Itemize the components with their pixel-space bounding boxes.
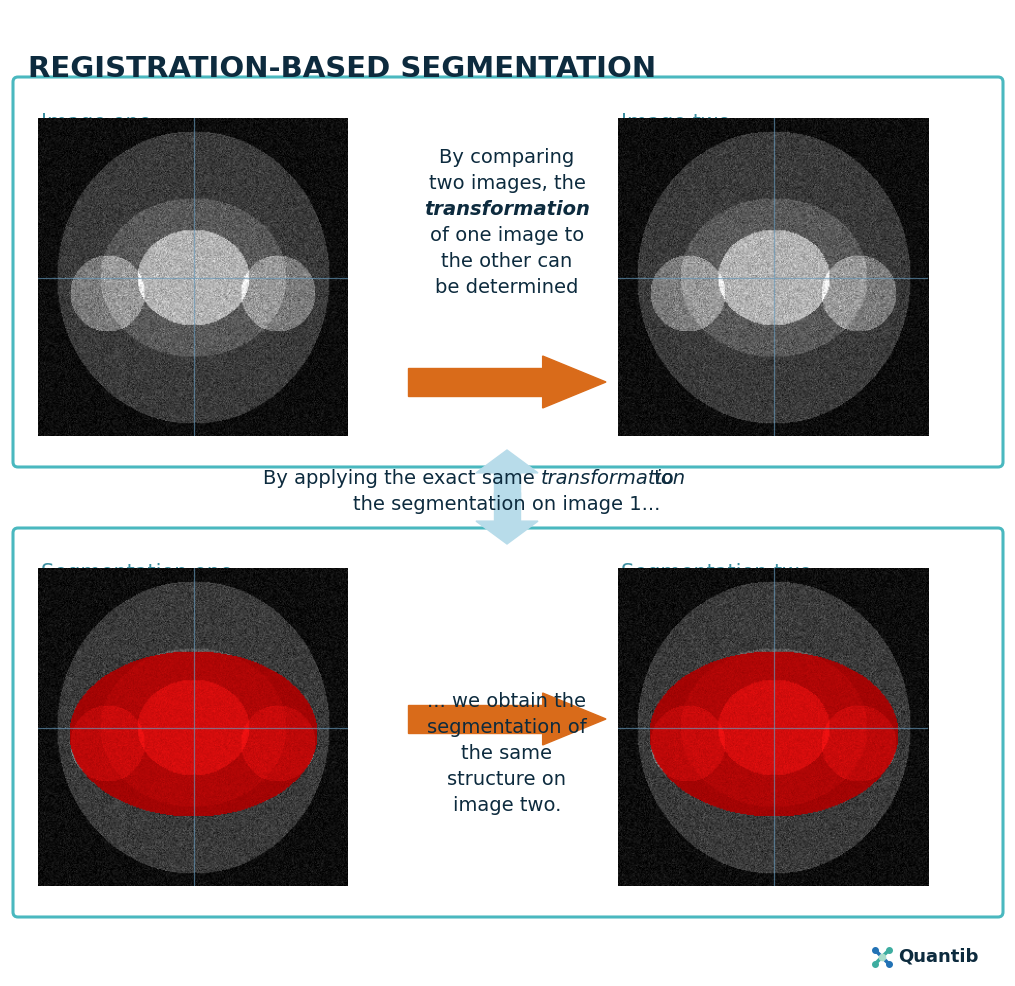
Text: Quantib: Quantib	[898, 948, 978, 966]
FancyBboxPatch shape	[494, 492, 520, 522]
Text: Segmentation two: Segmentation two	[621, 563, 812, 583]
Text: transformation: transformation	[541, 469, 686, 488]
Polygon shape	[476, 450, 538, 473]
Text: the segmentation on image 1...: the segmentation on image 1...	[353, 496, 661, 515]
Text: Segmentation one: Segmentation one	[41, 563, 232, 583]
Polygon shape	[543, 356, 606, 408]
Text: segmentation of: segmentation of	[427, 718, 587, 737]
Polygon shape	[543, 693, 606, 745]
FancyBboxPatch shape	[408, 705, 543, 733]
Text: By applying the exact same: By applying the exact same	[263, 469, 541, 488]
Text: transformation: transformation	[424, 200, 590, 219]
Text: structure on: structure on	[448, 770, 566, 789]
Text: Image one: Image one	[41, 113, 151, 133]
Text: By comparing: By comparing	[439, 148, 574, 167]
Text: the other can: the other can	[442, 252, 572, 271]
Text: REGISTRATION-BASED SEGMENTATION: REGISTRATION-BASED SEGMENTATION	[28, 55, 656, 83]
Text: two images, the: two images, the	[428, 174, 586, 193]
Polygon shape	[476, 522, 538, 544]
Text: be determined: be determined	[435, 278, 579, 297]
Text: to: to	[648, 469, 674, 488]
Text: image two.: image two.	[453, 796, 561, 815]
Text: the same: the same	[462, 744, 552, 763]
Text: of one image to: of one image to	[430, 226, 584, 245]
FancyBboxPatch shape	[494, 473, 520, 502]
Text: ... we obtain the: ... we obtain the	[427, 692, 587, 711]
FancyBboxPatch shape	[408, 369, 543, 395]
Text: Image two: Image two	[621, 113, 731, 133]
